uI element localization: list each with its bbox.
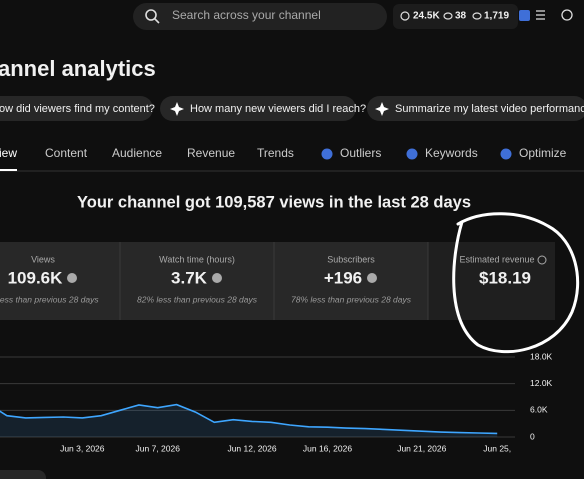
- card-value: $18.19: [479, 268, 531, 287]
- prompt-text: How many new viewers did I reach?: [190, 103, 366, 115]
- down-icon: [212, 273, 222, 283]
- x-tick-label: Jun 7, 2026: [136, 443, 181, 453]
- stat-icon: [443, 12, 453, 20]
- prompt-text: ow did viewers find my content?: [0, 103, 155, 115]
- card-value: 109.6K: [8, 268, 64, 287]
- search-placeholder: Search across your channel: [172, 8, 321, 22]
- search-box[interactable]: [133, 3, 387, 30]
- down-icon: [67, 273, 77, 283]
- card-note: 78% less than previous 28 days: [291, 294, 412, 304]
- prompt-chip[interactable]: [160, 96, 356, 121]
- card-value: +196: [324, 268, 362, 287]
- x-tick-label: Jun 12, 2026: [227, 443, 276, 453]
- tab[interactable]: Optimize: [519, 146, 567, 160]
- sparkle-icon: [375, 102, 389, 116]
- area: [0, 404, 498, 437]
- y-tick-label: 18.0K: [530, 351, 553, 361]
- card-note: 82% less than previous 28 days: [137, 294, 258, 304]
- card-value: 3.7K: [171, 268, 208, 287]
- headline: Your channel got 109,587 views in the la…: [77, 193, 471, 211]
- tab[interactable]: Content: [45, 146, 88, 160]
- ai-icon: [321, 148, 333, 160]
- card-label: Watch time (hours): [159, 254, 235, 264]
- card-label: Subscribers: [327, 254, 375, 264]
- stat-icon: [400, 11, 410, 21]
- stat: 1,719: [484, 11, 509, 22]
- search-icon: [145, 9, 157, 21]
- tab[interactable]: Outliers: [340, 146, 381, 160]
- y-tick-label: 6.0K: [530, 405, 548, 415]
- info-icon: [537, 255, 547, 265]
- page-title: annel analytics: [0, 56, 156, 81]
- stats-box: [393, 4, 518, 29]
- menu-icon[interactable]: [536, 10, 545, 20]
- y-tick-label: 12.0K: [530, 378, 553, 388]
- metric-cards: [0, 242, 555, 320]
- down-icon: [367, 273, 377, 283]
- prompt-chip[interactable]: [0, 96, 153, 121]
- stat: 24.5K: [413, 11, 440, 22]
- prompt-chip[interactable]: [367, 96, 584, 121]
- card-label: Views: [31, 254, 55, 264]
- ai-icon[interactable]: [519, 10, 530, 21]
- icon[interactable]: [561, 9, 573, 21]
- stat-icon: [472, 12, 482, 20]
- stat: 38: [455, 11, 467, 22]
- tab[interactable]: iew: [0, 146, 17, 160]
- tab[interactable]: Audience: [112, 146, 162, 160]
- x-tick-label: Jun 21, 2026: [397, 443, 446, 453]
- button[interactable]: [0, 470, 46, 479]
- x-tick-label: Jun 16, 2026: [303, 443, 352, 453]
- ai-icon: [500, 148, 512, 160]
- line: [0, 403, 498, 435]
- card-label: Estimated revenue: [459, 254, 534, 264]
- x-tick-label: Jun 3, 2026: [60, 443, 105, 453]
- card-note: s less than previous 28 days: [0, 294, 99, 304]
- ai-icon: [406, 148, 418, 160]
- hand-drawn-circle: [452, 212, 580, 354]
- x-tick-label: Jun 25,: [483, 443, 511, 453]
- search-icon: [154, 18, 160, 24]
- y-tick-label: 0: [530, 431, 535, 441]
- metric-card-selected[interactable]: [428, 242, 555, 320]
- prompt-text: Summarize my latest video performance: [395, 103, 584, 115]
- tab[interactable]: Keywords: [425, 146, 478, 160]
- sparkle-icon: [170, 102, 184, 116]
- tab[interactable]: Trends: [257, 146, 294, 160]
- tab[interactable]: Revenue: [187, 146, 235, 160]
